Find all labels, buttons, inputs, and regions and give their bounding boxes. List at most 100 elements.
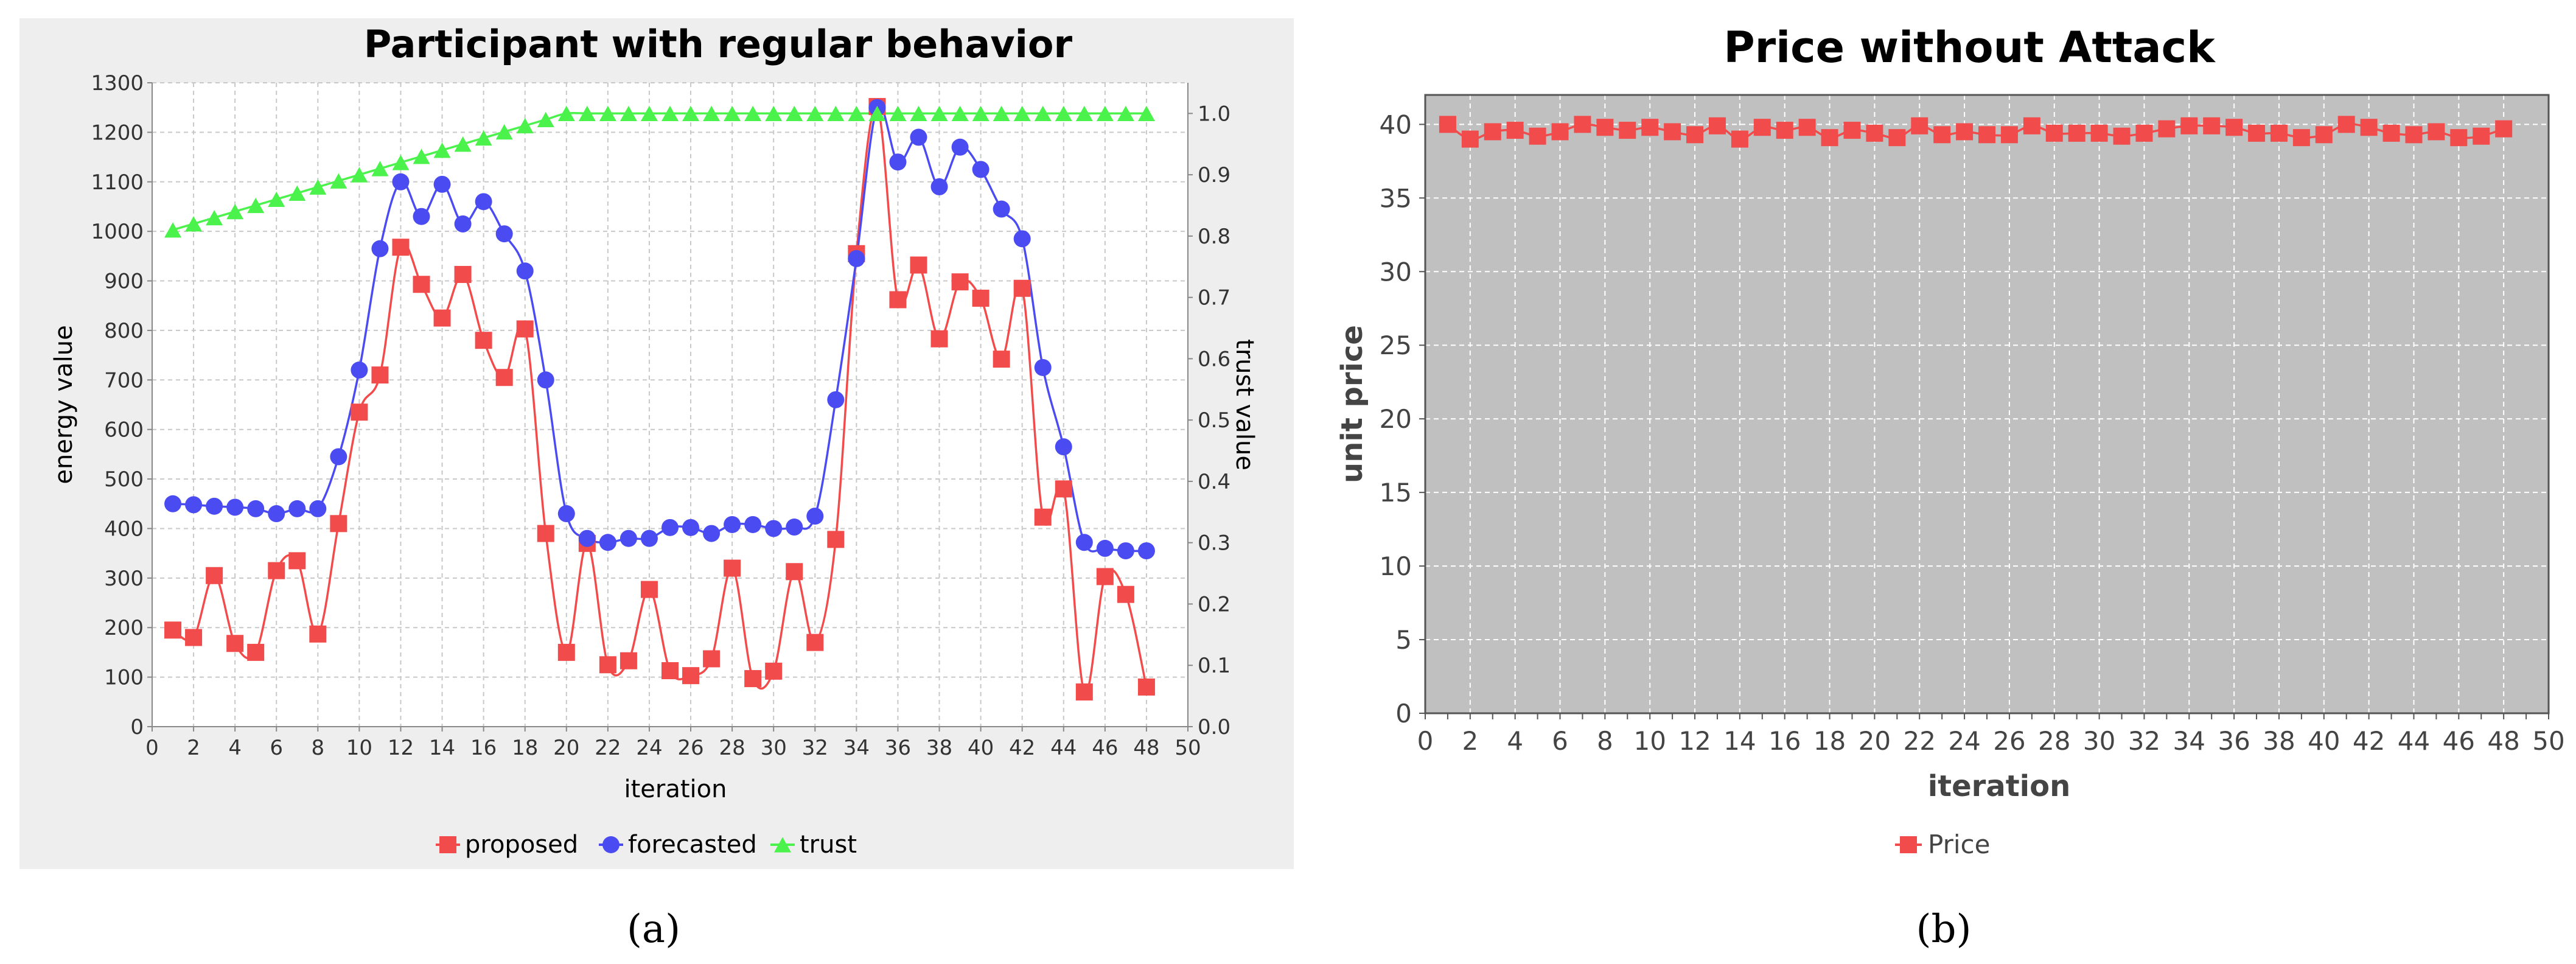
data-point-Price [1708, 117, 1726, 134]
data-point-proposed [185, 629, 203, 646]
data-point-forecasted [848, 250, 865, 267]
data-point-proposed [744, 670, 762, 688]
panel-b-y-tick-label: 10 [1380, 551, 1412, 581]
data-point-trust [724, 105, 741, 121]
panel-b-grid [1425, 95, 2549, 714]
panel-b-x-tick-label: 4 [1507, 726, 1523, 756]
data-point-forecasted [454, 215, 472, 232]
data-point-trust [371, 161, 389, 176]
panel-b-x-tick-label: 14 [1723, 726, 1756, 756]
panel-a-x-tick-label: 12 [388, 736, 414, 760]
panel-b-x-tick-label: 8 [1597, 726, 1613, 756]
data-point-proposed [930, 330, 948, 348]
data-point-proposed [827, 531, 845, 548]
data-point-forecasted [930, 178, 948, 195]
data-point-forecasted [475, 193, 492, 211]
data-point-proposed [288, 552, 306, 570]
data-point-Price [2045, 124, 2063, 142]
data-point-forecasted [371, 240, 389, 257]
data-point-proposed [993, 351, 1010, 368]
data-point-proposed [392, 239, 410, 256]
data-point-Price [1596, 119, 1614, 136]
panel-a-y-axis-label: energy value [50, 325, 78, 484]
data-point-proposed [1075, 683, 1093, 701]
data-point-trust [185, 216, 203, 232]
panel-b-x-tick-label: 20 [1859, 726, 1891, 756]
panel-a-x-tick-label: 10 [346, 736, 372, 760]
data-point-proposed [371, 366, 389, 384]
data-point-forecasted [786, 519, 803, 536]
panel-a-series [164, 98, 1155, 701]
caption-a: (a) [627, 907, 680, 952]
panel-a-x-tick-label: 46 [1092, 736, 1118, 760]
data-point-proposed [516, 320, 534, 338]
data-point-forecasted [806, 508, 824, 525]
panel-a-x-axis-label: iteration [624, 775, 727, 803]
data-point-Price [2000, 126, 2018, 144]
data-point-Price [1911, 117, 1929, 134]
data-point-proposed [454, 265, 472, 283]
data-point-trust [827, 105, 845, 121]
legend-marker-trust [774, 837, 791, 853]
panel-a-x-tick-label: 50 [1175, 736, 1201, 760]
panel-b-x-tick-label: 16 [1768, 726, 1801, 756]
data-point-trust [537, 111, 554, 128]
data-point-trust [330, 173, 347, 189]
data-point-trust [682, 105, 700, 121]
data-point-trust [599, 105, 616, 121]
data-point-trust [578, 105, 596, 121]
data-point-trust [226, 204, 244, 220]
panel-b-y-tick-label: 5 [1395, 625, 1412, 655]
panel-a-x-tick-label: 38 [926, 736, 952, 760]
data-point-proposed [164, 621, 182, 639]
data-point-trust [1055, 105, 1072, 121]
data-point-proposed [889, 291, 907, 309]
data-point-Price [2428, 123, 2445, 141]
data-point-proposed [599, 656, 616, 674]
data-point-Price [1574, 116, 1591, 133]
data-point-Price [1439, 116, 1456, 133]
data-point-Price [2225, 119, 2243, 136]
data-point-forecasted [1034, 358, 1052, 376]
data-point-trust [268, 191, 285, 208]
data-point-trust [351, 167, 368, 183]
data-point-Price [2405, 126, 2423, 144]
data-point-proposed [413, 276, 430, 293]
data-point-forecasted [247, 500, 265, 517]
data-point-Price [2270, 124, 2288, 142]
data-point-forecasted [1055, 438, 1072, 456]
panel-a-y2-tick-label: 0.5 [1198, 408, 1230, 433]
data-point-forecasted [1137, 542, 1155, 560]
panel-a-x-tick-label: 18 [512, 736, 538, 760]
data-point-forecasted [495, 225, 513, 243]
caption-b: (b) [1916, 907, 1972, 952]
data-point-forecasted [268, 505, 285, 523]
panel-b-y-tick-label: 25 [1380, 330, 1412, 360]
panel-b-y-tick-label: 30 [1380, 257, 1412, 287]
panel-b-x-tick-label: 46 [2443, 726, 2475, 756]
data-point-trust [703, 105, 721, 121]
data-point-trust [557, 105, 575, 121]
data-point-trust [206, 210, 223, 226]
panel-a-y2-tick-label: 0.7 [1198, 286, 1230, 310]
data-point-Price [2113, 127, 2131, 145]
panel-a-x-tick-label: 28 [719, 736, 745, 760]
panel-a-y-tick-label: 0 [130, 715, 144, 739]
panel-a-y2-tick-label: 1.0 [1198, 102, 1230, 126]
data-point-Price [2090, 124, 2108, 142]
panel-a-y-tick-label: 700 [104, 368, 144, 393]
data-point-Price [1731, 130, 1748, 148]
panel-b-x-tick-label: 12 [1678, 726, 1711, 756]
panel-b-y-tick-label: 0 [1395, 699, 1412, 728]
panel-a-x-tick-label: 2 [187, 736, 200, 760]
data-point-proposed [765, 662, 783, 680]
panel-b-x-tick-label: 32 [2128, 726, 2160, 756]
data-point-forecasted [951, 138, 969, 156]
panel-a-y2-tick-label: 0.1 [1198, 654, 1230, 678]
panel-a-x-tick-label: 22 [595, 736, 621, 760]
panel-a-y2-tick-label: 0.2 [1198, 592, 1230, 616]
panel-a-y-tick-label: 400 [104, 517, 144, 541]
panel-a-y2-tick-label: 0.4 [1198, 470, 1230, 494]
data-point-Price [1506, 122, 1524, 139]
data-point-forecasted [413, 208, 430, 225]
